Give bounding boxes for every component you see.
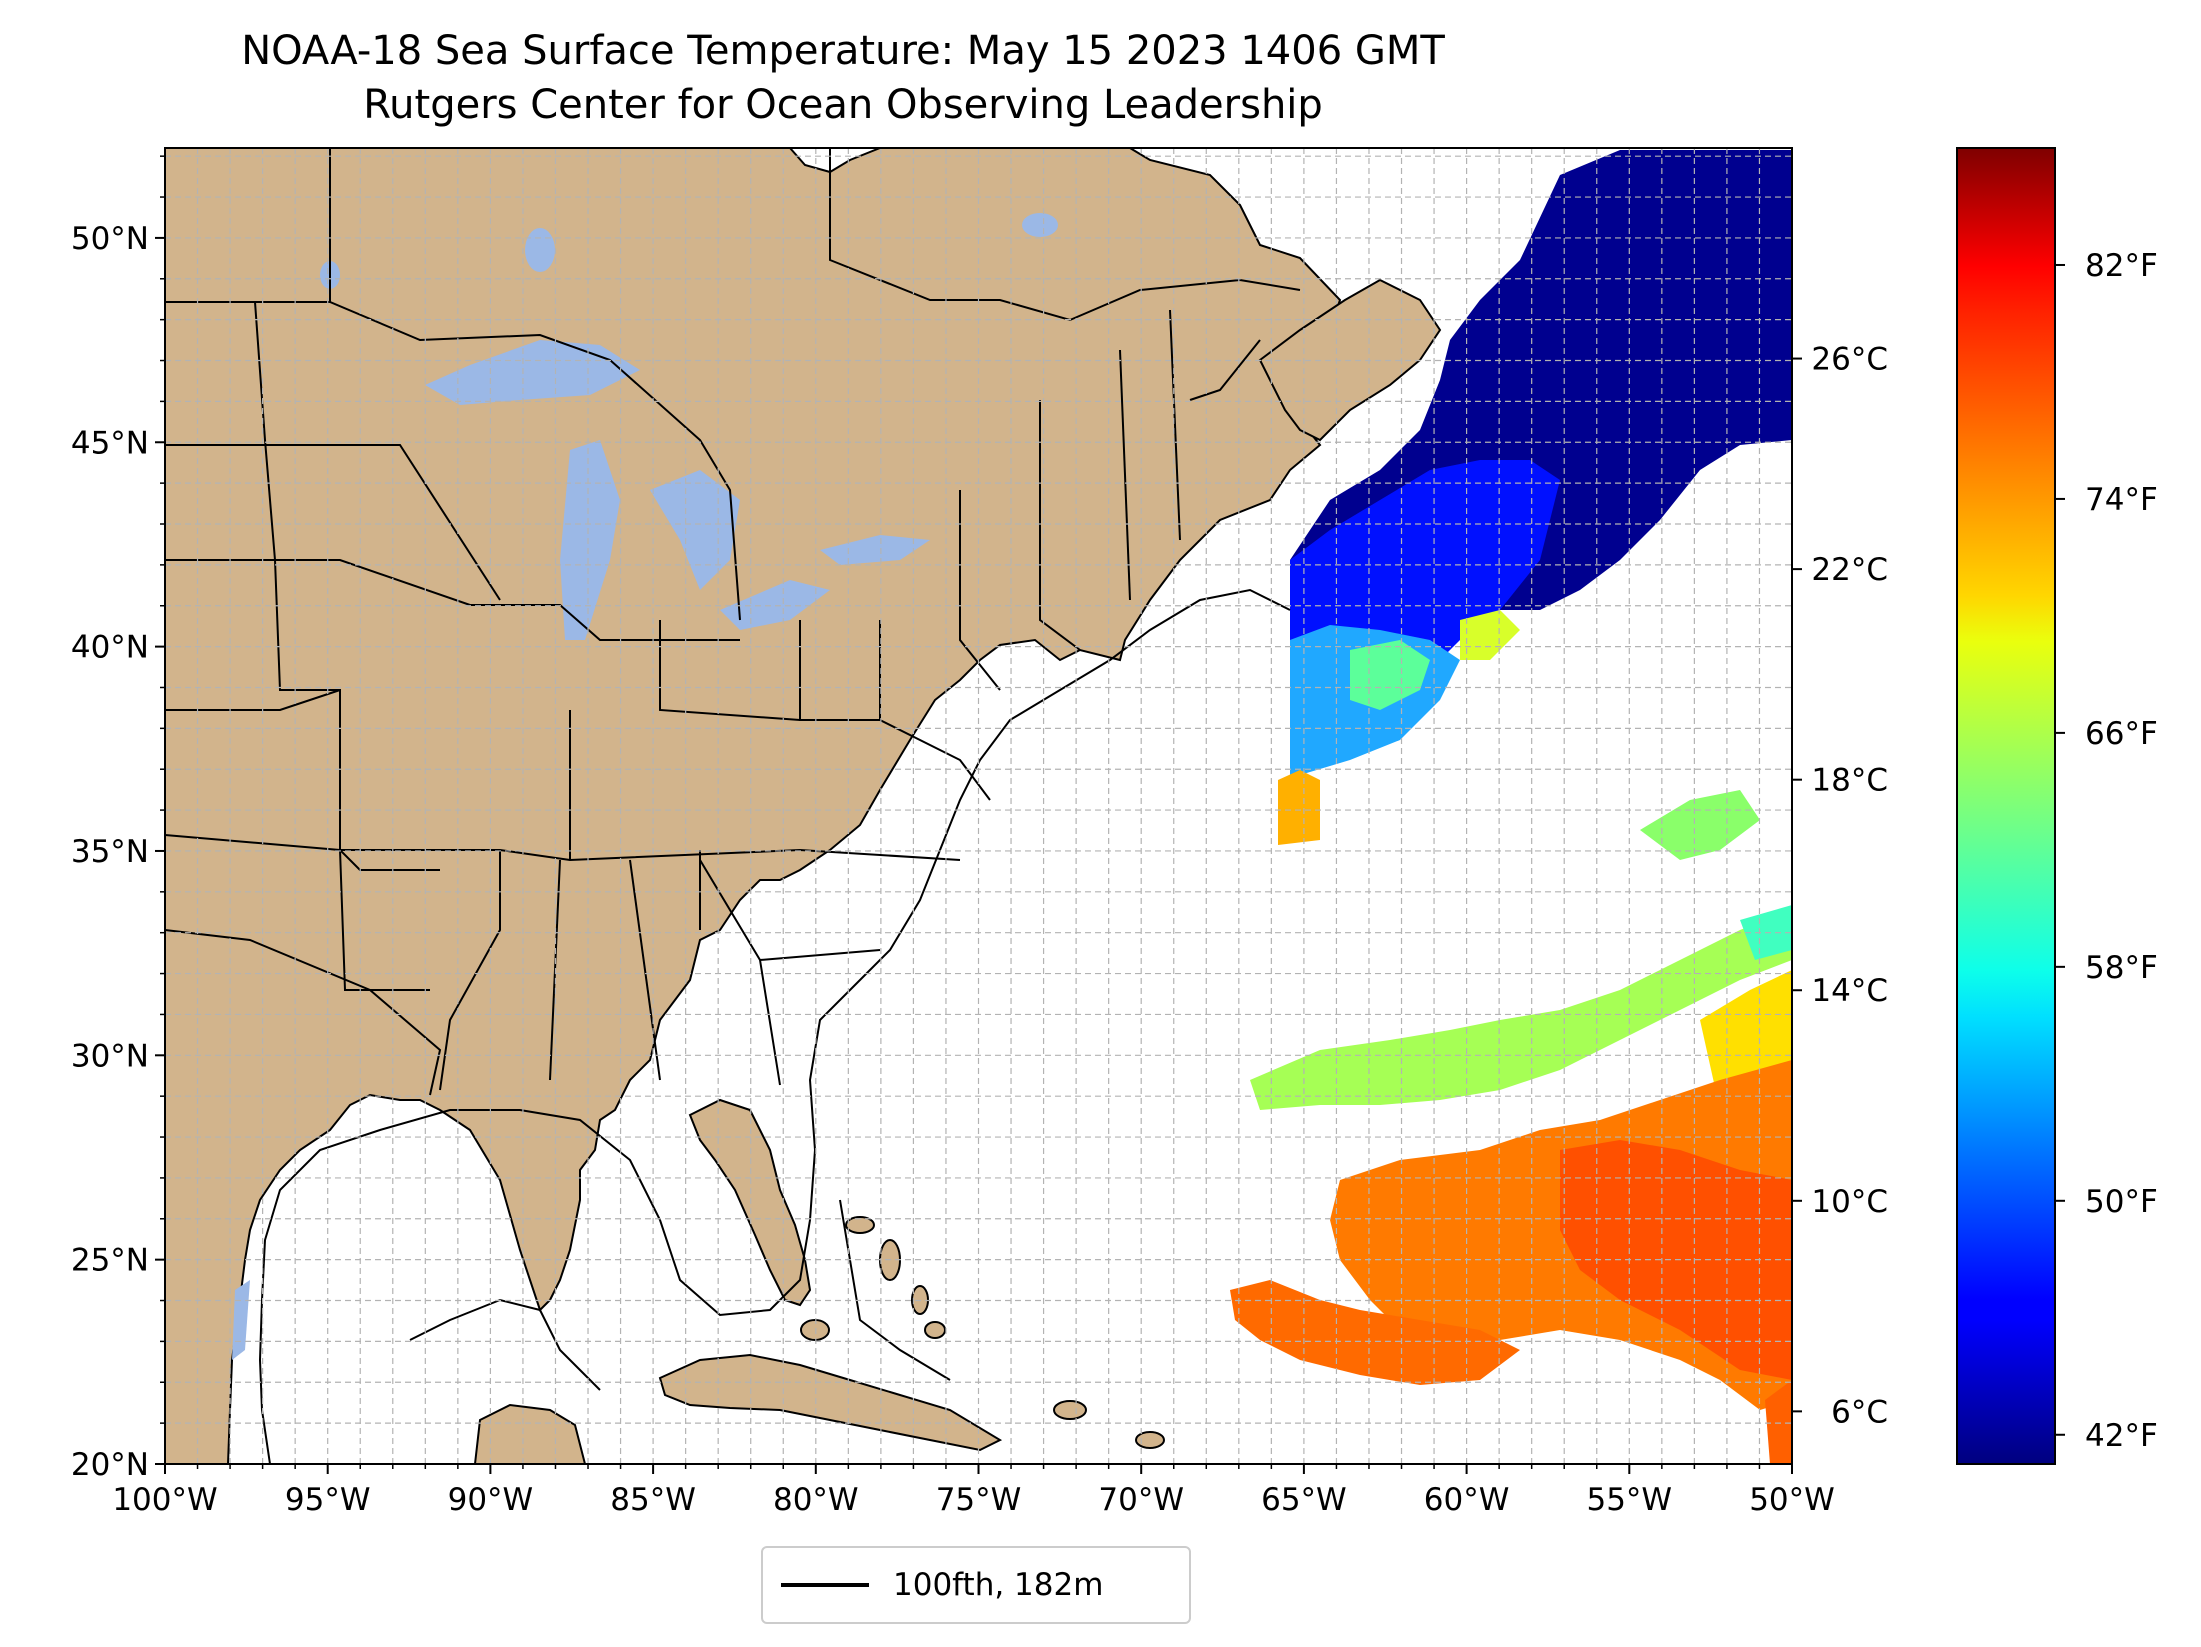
x-tick-label: 50°W bbox=[1749, 1482, 1835, 1518]
celsius-tick-label: 18°C bbox=[1811, 763, 1888, 799]
sst-data bbox=[1230, 150, 1792, 1464]
legend-label: 100fth, 182m bbox=[893, 1567, 1104, 1603]
celsius-tick-label: 6°C bbox=[1831, 1394, 1888, 1430]
y-tick-label: 30°N bbox=[71, 1038, 149, 1074]
sst-warm-strip bbox=[1278, 770, 1320, 845]
y-tick-label: 45°N bbox=[71, 425, 149, 461]
yucatan-land bbox=[473, 1403, 587, 1464]
sst-southwest-orange-patch bbox=[1230, 1280, 1520, 1385]
y-axis: 20°N 25°N 30°N 35°N 40°N 45°N 50°N bbox=[71, 155, 165, 1483]
fahrenheit-tick-label: 42°F bbox=[2085, 1418, 2158, 1454]
y-tick-label: 50°N bbox=[71, 221, 149, 257]
map-title: NOAA-18 Sea Surface Temperature: May 15 … bbox=[241, 28, 1445, 74]
sst-north-green-band bbox=[1250, 910, 1792, 1110]
fahrenheit-tick-label: 58°F bbox=[2085, 950, 2158, 986]
isobath-100-fathom bbox=[258, 588, 1291, 1464]
sst-mid-green-patch bbox=[1640, 790, 1760, 860]
great-lakes bbox=[232, 213, 1058, 1360]
x-tick-label: 85°W bbox=[610, 1482, 696, 1518]
y-tick-label: 35°N bbox=[71, 834, 149, 870]
celsius-tick-label: 26°C bbox=[1811, 342, 1888, 378]
x-tick-label: 60°W bbox=[1424, 1482, 1510, 1518]
celsius-tick-label: 14°C bbox=[1811, 973, 1888, 1009]
celsius-tick-label: 22°C bbox=[1811, 552, 1888, 588]
x-tick-label: 55°W bbox=[1586, 1482, 1672, 1518]
x-tick-label: 95°W bbox=[285, 1482, 371, 1518]
fahrenheit-tick-label: 66°F bbox=[2085, 716, 2158, 752]
fahrenheit-tick-label: 82°F bbox=[2085, 248, 2158, 284]
map-area bbox=[165, 148, 1792, 1464]
x-tick-label: 100°W bbox=[112, 1482, 217, 1518]
gridlines bbox=[165, 148, 1792, 1464]
fahrenheit-tick-label: 50°F bbox=[2085, 1184, 2158, 1220]
x-tick-label: 75°W bbox=[936, 1482, 1022, 1518]
colorbar-celsius-ticks: 6°C 10°C 14°C 18°C 22°C 26°C bbox=[1792, 342, 1888, 1430]
y-tick-label: 20°N bbox=[71, 1447, 149, 1483]
sst-bottom-right-patch bbox=[1765, 1380, 1792, 1464]
fahrenheit-tick-label: 74°F bbox=[2085, 482, 2158, 518]
legend-line-swatch bbox=[781, 1583, 869, 1587]
colorbar: 6°C 10°C 14°C 18°C 22°C 26°C 42°F 50°F 58°F 66°F… bbox=[1792, 147, 2158, 1465]
x-tick-label: 80°W bbox=[773, 1482, 859, 1518]
x-tick-label: 65°W bbox=[1261, 1482, 1347, 1518]
colorbar-fahrenheit-ticks: 42°F 50°F 58°F 66°F 74°F 82°F bbox=[2055, 248, 2158, 1454]
y-tick-label: 25°N bbox=[71, 1243, 149, 1279]
x-axis: 100°W 95°W 90°W 85°W 80°W 75°W 70°W 65°W 60°W 55°… bbox=[112, 1464, 1835, 1518]
sst-green-patch bbox=[1350, 640, 1430, 710]
celsius-tick-label: 10°C bbox=[1811, 1184, 1888, 1220]
legend: 100fth, 182m bbox=[761, 1546, 1191, 1624]
colorbar-gradient bbox=[1956, 147, 2056, 1465]
x-tick-label: 70°W bbox=[1098, 1482, 1184, 1518]
map-subtitle: Rutgers Center for Ocean Observing Leade… bbox=[363, 82, 1323, 128]
political-borders bbox=[165, 148, 1301, 1096]
sst-yellow-band bbox=[1460, 610, 1520, 660]
florida-land bbox=[688, 1098, 812, 1307]
x-tick-label: 90°W bbox=[448, 1482, 534, 1518]
y-tick-label: 40°N bbox=[71, 630, 149, 666]
